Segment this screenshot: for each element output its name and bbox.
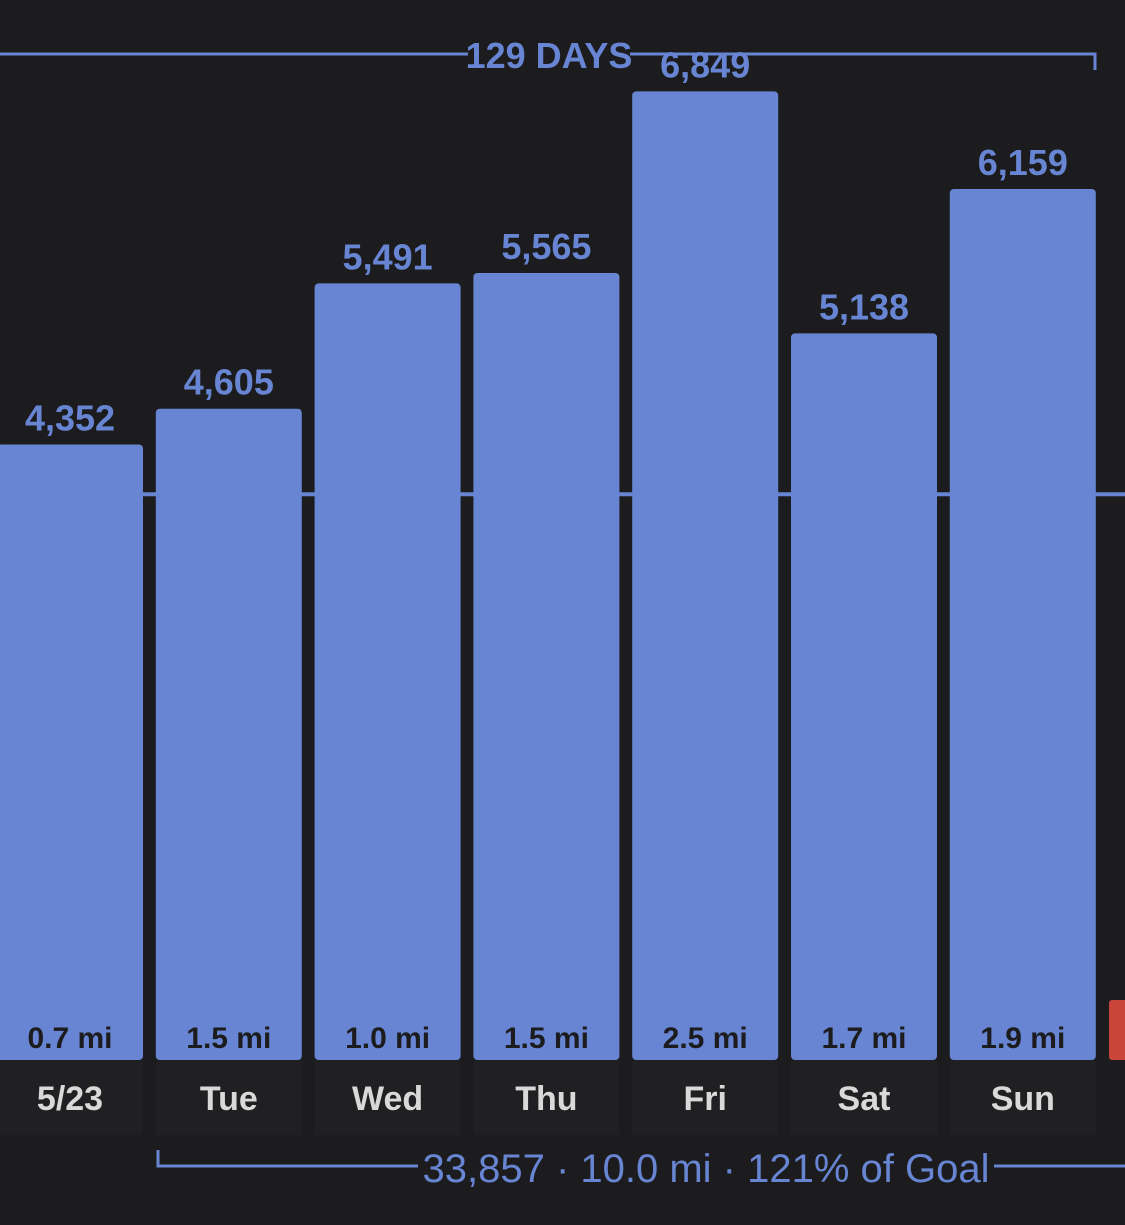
distance-label: 1.0 mi [345,1022,430,1055]
day-label: Sat [838,1080,891,1118]
distance-label: 2.5 mi [663,1022,748,1055]
value-label: 4,352 [25,398,115,439]
streak-bracket-right [630,52,1097,70]
bar-sun[interactable] [949,188,1096,1061]
bar-thu[interactable] [473,272,620,1060]
distance-label: 1.5 mi [504,1022,589,1055]
day-column-1 [155,1060,302,1135]
distance-label: 1.9 mi [980,1022,1065,1055]
day-column-3 [473,1060,620,1135]
today-bar-partial[interactable] [1109,1000,1125,1060]
day-column-6 [949,1060,1096,1135]
column-shades [0,1060,1096,1135]
value-label: 5,138 [819,286,909,327]
value-label: 5,491 [343,236,433,277]
value-label: 6,849 [660,44,750,85]
day-label: Thu [515,1080,577,1118]
day-column-2 [314,1060,461,1135]
day-label: 5/23 [37,1080,103,1118]
bar-fri[interactable] [632,91,779,1060]
day-column-0 [0,1060,143,1135]
bar-wed[interactable] [314,283,461,1060]
streak-label: 129 DAYS [466,35,633,76]
distance-label: 1.7 mi [821,1022,906,1055]
day-label: Wed [352,1080,423,1118]
bar-523[interactable] [0,444,143,1060]
day-label: Fri [683,1080,726,1118]
day-label: Sun [991,1080,1055,1118]
summary-bracket-left [156,1150,418,1168]
labels-group: 4,352 0.7 mi 5/23 4,605 1.5 mi Tue 5,491 1.0 mi… [25,44,1068,1118]
day-column-5 [791,1060,937,1135]
day-label: Tue [200,1080,258,1118]
bars-group [0,91,1096,1061]
distance-label: 1.5 mi [186,1022,271,1055]
day-column-4 [632,1060,779,1135]
bar-sat[interactable] [791,333,937,1061]
value-label: 4,605 [184,362,274,403]
value-label: 6,159 [978,142,1068,183]
bar-tue[interactable] [155,408,302,1060]
value-label: 5,565 [501,226,591,267]
distance-label: 0.7 mi [27,1022,112,1055]
weekly-summary: 33,857 · 10.0 mi · 121% of Goal [423,1147,990,1191]
